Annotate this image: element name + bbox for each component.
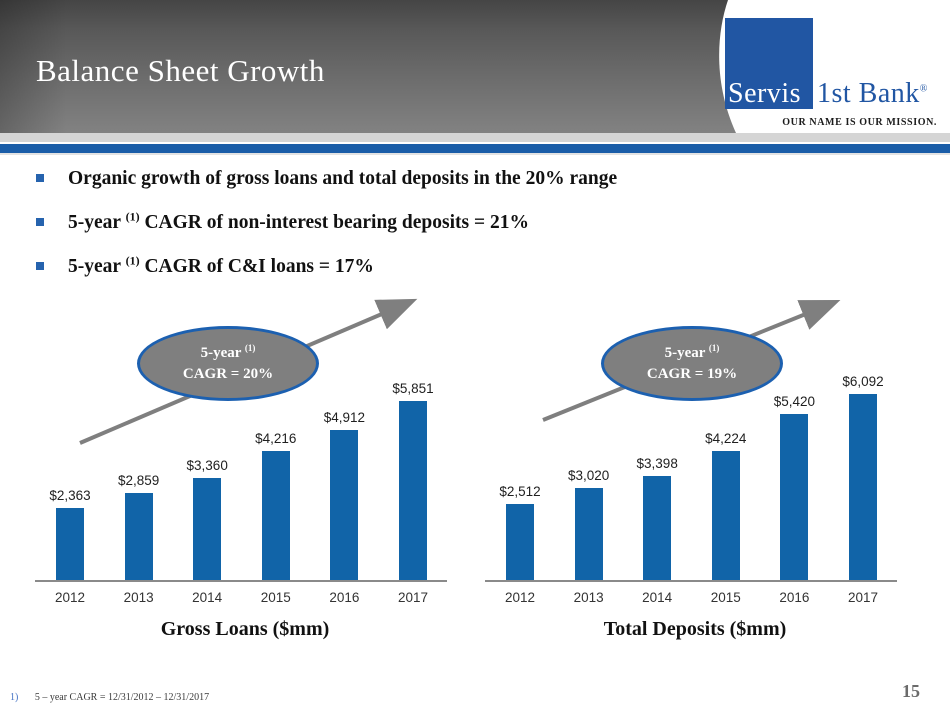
bullet-list: Organic growth of gross loans and total … [36, 167, 920, 278]
footnote: 1) 5 – year CAGR = 12/31/2012 – 12/31/20… [10, 692, 209, 704]
x-axis [35, 580, 447, 582]
logo-tagline: OUR NAME IS OUR MISSION. [782, 117, 937, 128]
bar-2014 [193, 478, 222, 581]
bullet-item-2: 5-year (1) CAGR of non-interest bearing … [36, 211, 920, 234]
bullet-text-3: 5-year (1) CAGR of C&I loans = 17% [68, 253, 374, 278]
x-tick-label: 2017 [397, 590, 429, 605]
x-tick-label: 2015 [710, 590, 741, 605]
bars-layer: $2,512 2012 $3,020 2013 $3,398 2014 $4,224 2015… [480, 288, 910, 648]
bar-value-label: $5,420 [773, 394, 816, 409]
x-tick-label: 2016 [779, 590, 810, 605]
cagr-line-2: CAGR = 20% [182, 365, 274, 382]
cagr-line-1: 5-year (1) [664, 343, 720, 362]
bar-2017 [399, 401, 427, 581]
logo-1st-bank-label: 1st Bank [817, 78, 920, 109]
logo-blue-square [725, 18, 813, 109]
bar-2014 [643, 476, 672, 581]
bar-value-label: $6,092 [842, 374, 884, 389]
bar-2013 [124, 493, 153, 581]
bar-2016 [330, 430, 359, 581]
bullet-square-icon [36, 174, 44, 182]
bar-2016 [780, 414, 809, 581]
footnote-text: 5 – year CAGR = 12/31/2012 – 12/31/2017 [34, 692, 210, 703]
bar-value-label: $2,363 [49, 488, 91, 503]
chart-title: Gross Loans ($mm) [160, 618, 330, 640]
bar-2015 [711, 451, 740, 581]
bar-2015 [261, 451, 290, 581]
x-tick-label: 2014 [642, 590, 673, 605]
total-deposits-chart: 5-year (1) CAGR = 19% $2,512 2012 $3,020 20… [480, 288, 910, 648]
x-tick-label: 2012 [54, 590, 86, 605]
bullet-item-1: Organic growth of gross loans and total … [36, 167, 920, 190]
bar-value-label: $3,020 [567, 468, 610, 483]
x-tick-label: 2014 [192, 590, 223, 605]
bar-2012 [56, 508, 84, 581]
x-tick-label: 2017 [847, 590, 879, 605]
x-tick-label: 2013 [573, 590, 604, 605]
x-tick-label: 2013 [123, 590, 154, 605]
bar-2013 [574, 488, 603, 581]
x-tick-label: 2015 [260, 590, 291, 605]
bullet-text-2: 5-year (1) CAGR of non-interest bearing … [68, 209, 529, 234]
bullet-item-3: 5-year (1) CAGR of C&I loans = 17% [36, 255, 920, 278]
page-number: 15 [902, 681, 920, 701]
cagr-callout: 5-year (1) CAGR = 19% [601, 326, 783, 401]
x-tick-label: 2012 [504, 590, 536, 605]
x-tick-label: 2016 [329, 590, 360, 605]
bar-value-label: $2,859 [117, 473, 160, 488]
page-title: Balance Sheet Growth [36, 53, 325, 88]
bar-value-label: $4,912 [323, 410, 366, 425]
cagr-callout: 5-year (1) CAGR = 20% [137, 326, 319, 401]
footnote-marker: 1) [10, 692, 19, 703]
bar-value-label: $4,224 [705, 431, 747, 446]
bar-2017 [849, 394, 877, 581]
x-axis [485, 580, 897, 582]
bar-value-label: $3,398 [636, 456, 678, 471]
divider-stripe-white [0, 141, 950, 144]
registered-trademark-icon: ® [919, 83, 928, 95]
logo-1st-bank-text: 1st Bank® [817, 80, 928, 108]
bar-value-label: $2,512 [499, 484, 541, 499]
bar-value-label: $5,851 [392, 381, 434, 396]
bar-value-label: $4,216 [255, 431, 297, 446]
bullet-text-1: Organic growth of gross loans and total … [68, 168, 618, 189]
bullet-square-icon [36, 218, 44, 226]
bullet-square-icon [36, 262, 44, 270]
cagr-line-1: 5-year (1) [200, 343, 256, 362]
logo-servis-text: Servis [728, 78, 801, 109]
bars-layer: $2,363 2012 $2,859 2013 $3,360 2014 $4,216 2015… [30, 288, 460, 648]
bar-2012 [506, 504, 534, 581]
cagr-line-2: CAGR = 19% [646, 365, 738, 382]
bar-value-label: $3,360 [186, 458, 228, 473]
divider-stripe-blue [0, 143, 950, 153]
chart-title: Total Deposits ($mm) [603, 618, 787, 640]
gross-loans-chart: 5-year (1) CAGR = 20% $2,363 2012 $2,859 20… [30, 288, 460, 648]
divider-stripe-shadow [0, 152, 950, 155]
divider-stripe-gray [0, 133, 950, 142]
